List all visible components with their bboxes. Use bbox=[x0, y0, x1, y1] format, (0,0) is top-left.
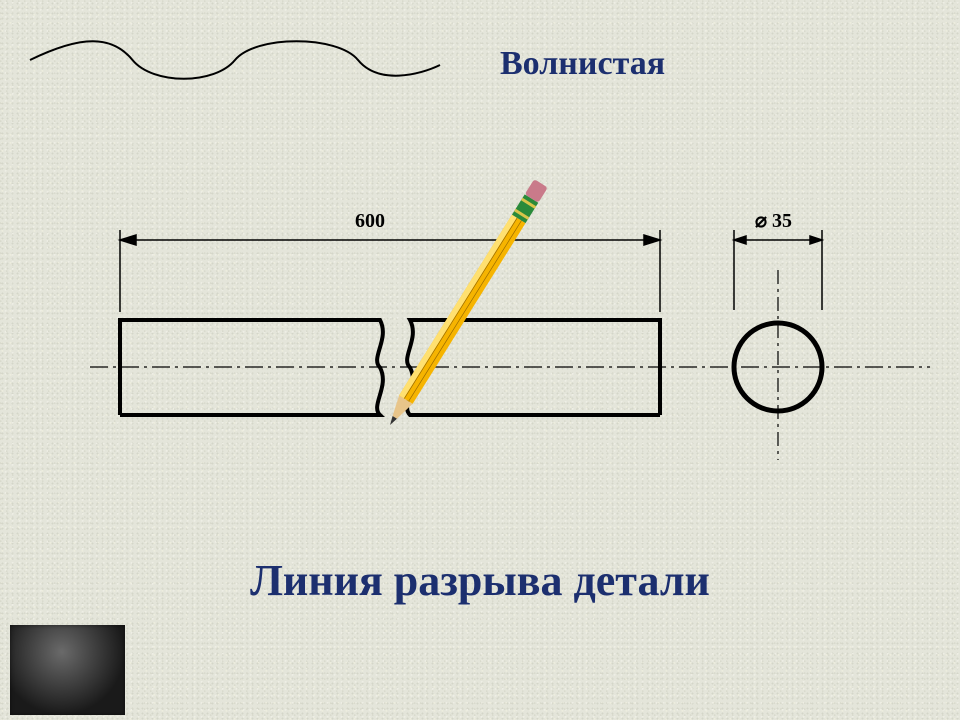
dimension-length bbox=[120, 230, 660, 312]
wavy-line-title: Волнистая bbox=[500, 45, 665, 83]
compass-thumbnail bbox=[10, 625, 125, 715]
dimension-diameter-label: ⌀ 35 bbox=[755, 208, 792, 233]
main-title: Линия разрыва детали bbox=[0, 555, 960, 606]
dimension-length-label: 600 bbox=[355, 210, 385, 233]
drawing-canvas bbox=[0, 0, 960, 720]
wavy-sample-line bbox=[30, 41, 440, 79]
pencil-icon bbox=[383, 179, 548, 429]
